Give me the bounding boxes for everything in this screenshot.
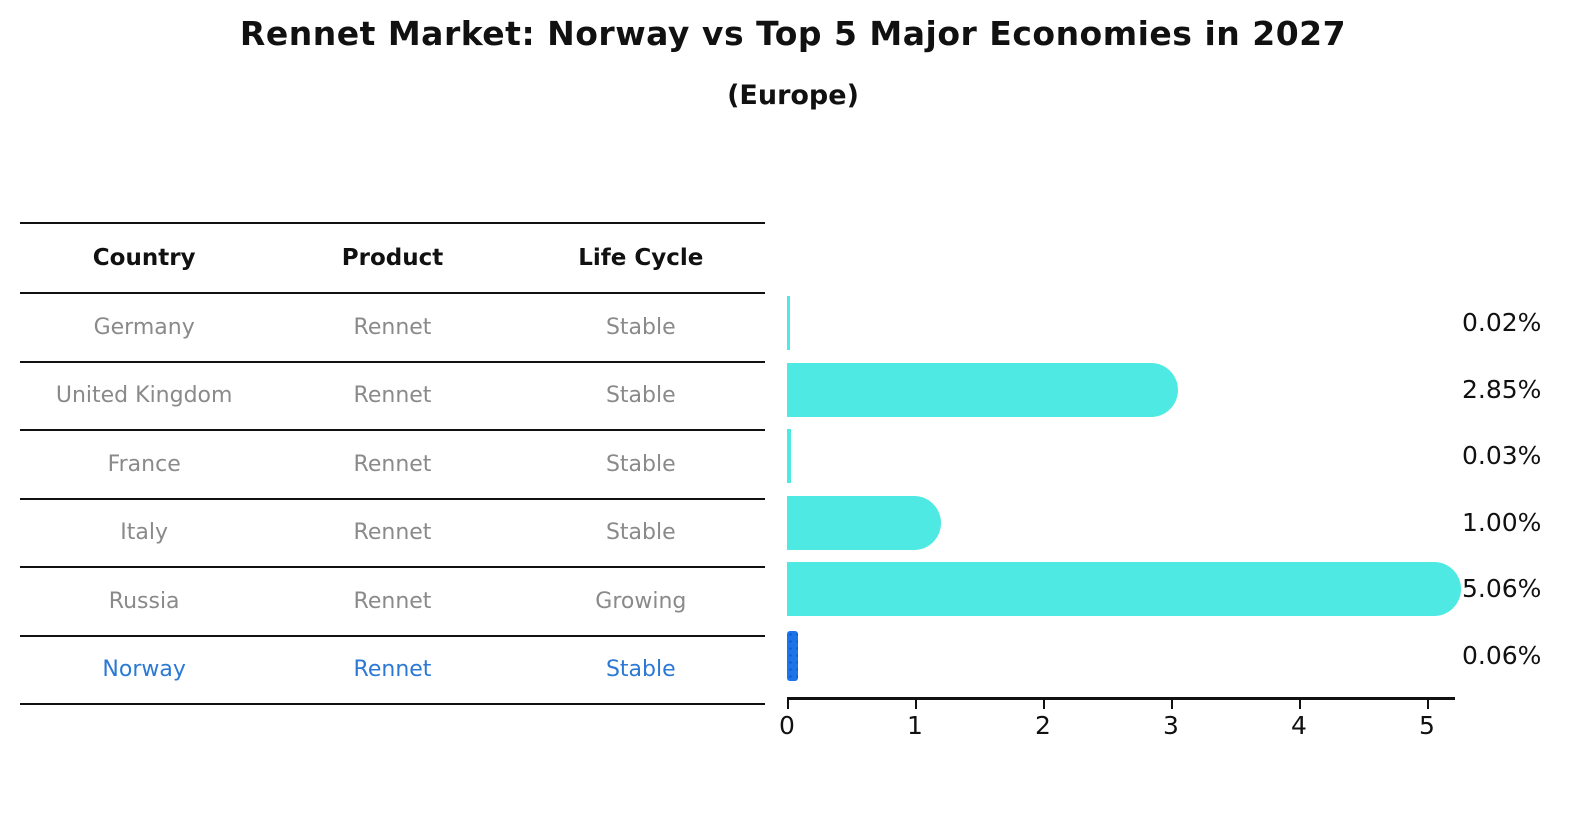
bar-band	[787, 290, 1468, 357]
cell-life-cycle: Stable	[605, 657, 676, 683]
table-row-norway: Norway Rennet Stable	[20, 637, 765, 705]
bar-chart-area: 0.02% 2.85% 0.03% 1.00% 5.06% 0.06% 0 1 …	[779, 290, 1586, 750]
table-row-united-kingdom: United Kingdom Rennet Stable	[20, 363, 765, 431]
cell-life-cycle: Stable	[605, 314, 676, 340]
bar-band	[787, 490, 1468, 557]
bar-france	[787, 429, 791, 483]
cell-country: Germany	[93, 314, 195, 340]
x-axis-tick	[915, 700, 917, 709]
bar-russia	[787, 562, 1461, 616]
cell-life-cycle: Stable	[605, 451, 676, 477]
cell-life-cycle: Growing	[595, 588, 687, 614]
value-label-russia: 5.06%	[1462, 574, 1542, 603]
cell-country: United Kingdom	[55, 383, 233, 409]
x-axis-tick-label: 0	[779, 711, 795, 740]
cell-life-cycle: Stable	[605, 520, 676, 546]
table-header-country: Country	[92, 245, 196, 271]
x-axis-tick-label: 1	[907, 711, 923, 740]
x-axis-tick-label: 2	[1035, 711, 1051, 740]
x-axis-tick	[1043, 700, 1045, 709]
bar-band	[787, 357, 1468, 424]
bar-norway	[787, 630, 798, 681]
cell-product: Rennet	[353, 451, 432, 477]
cell-country: Russia	[108, 588, 180, 614]
bar-band	[787, 423, 1468, 490]
bar-italy	[787, 495, 941, 550]
x-axis-tick	[1427, 700, 1429, 709]
x-axis-tick-label: 4	[1291, 711, 1307, 740]
table-header-product: Product	[341, 245, 444, 271]
bar-united-kingdom	[787, 362, 1178, 417]
table-row-germany: Germany Rennet Stable	[20, 294, 765, 363]
chart-title: Rennet Market: Norway vs Top 5 Major Eco…	[239, 14, 1347, 53]
table-row-italy: Italy Rennet Stable	[20, 500, 765, 568]
cell-country: France	[107, 451, 181, 477]
x-axis-tick	[1171, 700, 1173, 709]
x-axis-tick	[1299, 700, 1301, 709]
cell-product: Rennet	[353, 657, 432, 683]
bar-germany	[787, 296, 790, 350]
cell-product: Rennet	[353, 520, 432, 546]
cell-life-cycle: Stable	[605, 383, 676, 409]
cell-product: Rennet	[353, 588, 432, 614]
chart-subtitle: (Europe)	[727, 80, 859, 111]
bar-band	[787, 623, 1468, 690]
bar-band	[787, 556, 1468, 623]
cell-product: Rennet	[353, 314, 432, 340]
table-row-russia: Russia Rennet Growing	[20, 568, 765, 637]
x-axis-tick-label: 5	[1419, 711, 1435, 740]
value-label-norway: 0.06%	[1462, 640, 1542, 670]
value-label-germany: 0.02%	[1462, 308, 1542, 337]
table-header-row: Country Product Life Cycle	[20, 224, 765, 294]
value-label-united-kingdom: 2.85%	[1462, 374, 1542, 404]
cell-product: Rennet	[353, 383, 432, 409]
x-axis-tick	[787, 700, 789, 709]
cell-country: Norway	[102, 657, 186, 683]
x-axis-tick-label: 3	[1163, 711, 1179, 740]
table-header-life-cycle: Life Cycle	[578, 245, 704, 271]
cell-country: Italy	[120, 520, 169, 546]
value-label-italy: 1.00%	[1462, 507, 1542, 537]
value-label-france: 0.03%	[1462, 441, 1542, 470]
country-table: Country Product Life Cycle Germany Renne…	[20, 222, 765, 705]
table-row-france: France Rennet Stable	[20, 431, 765, 500]
x-axis-line	[787, 697, 1455, 700]
